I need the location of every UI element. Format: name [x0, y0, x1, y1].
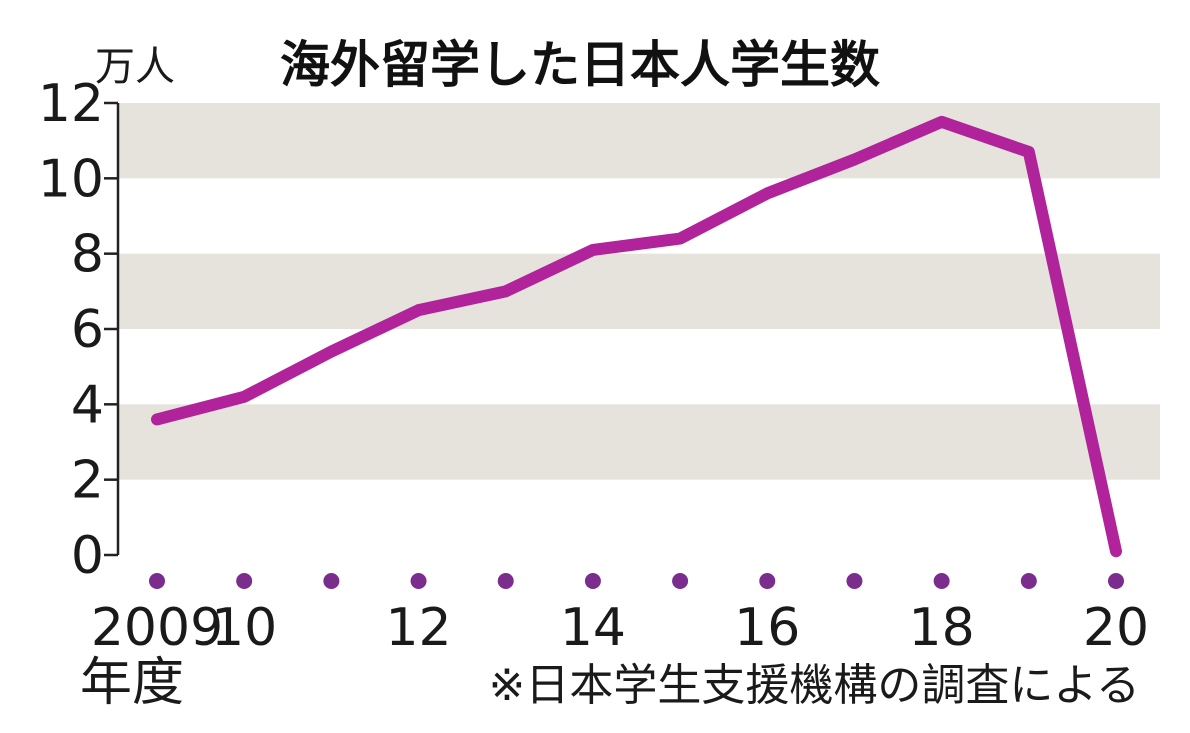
- x-dot-2016: [759, 573, 776, 589]
- x-dot-2014: [584, 573, 601, 589]
- series-line: [151, 115, 1122, 558]
- background-bands: [118, 103, 1160, 480]
- x-unit-label: 年度: [80, 653, 184, 713]
- x-marker-dots: [149, 573, 1124, 589]
- y-tick-labels: 0 2 4 6 8 10 12: [38, 74, 104, 586]
- x-tick-label-20: 20: [1083, 598, 1149, 658]
- y-tick-label-6: 6: [71, 300, 104, 360]
- x-dot-2019: [1020, 573, 1037, 589]
- x-tick-label-16: 16: [734, 598, 800, 658]
- y-tick-label-4: 4: [71, 375, 104, 435]
- y-unit-label: 万人: [95, 44, 175, 90]
- x-dot-2010: [236, 573, 253, 589]
- chart-title: 海外留学した日本人学生数: [280, 36, 880, 94]
- y-tick-label-0: 0: [71, 526, 104, 586]
- x-dot-2018: [933, 573, 950, 589]
- x-dot-2012: [410, 573, 427, 589]
- y-tick-label-2: 2: [71, 451, 104, 511]
- x-tick-label-10: 10: [211, 598, 277, 658]
- x-tick-label-18: 18: [909, 598, 975, 658]
- y-tick-label-10: 10: [38, 149, 104, 209]
- x-dot-2017: [846, 573, 863, 589]
- band-6-8: [118, 253, 1160, 329]
- x-tick-label-14: 14: [560, 598, 626, 658]
- x-dot-2013: [497, 573, 514, 589]
- x-dot-2009: [149, 573, 165, 589]
- band-2-4: [118, 404, 1160, 480]
- x-dot-2020: [1108, 573, 1124, 589]
- x-dot-2015: [672, 573, 689, 589]
- source-note: ※日本学生支援機構の調査による: [488, 660, 1140, 711]
- x-tick-label-12: 12: [385, 598, 451, 658]
- x-tick-label-2009: 2009: [91, 598, 223, 658]
- x-dot-2011: [323, 573, 340, 589]
- axes: [104, 101, 120, 557]
- y-tick-label-12: 12: [38, 74, 104, 134]
- series-group: [151, 115, 1122, 558]
- y-tick-label-8: 8: [71, 225, 104, 285]
